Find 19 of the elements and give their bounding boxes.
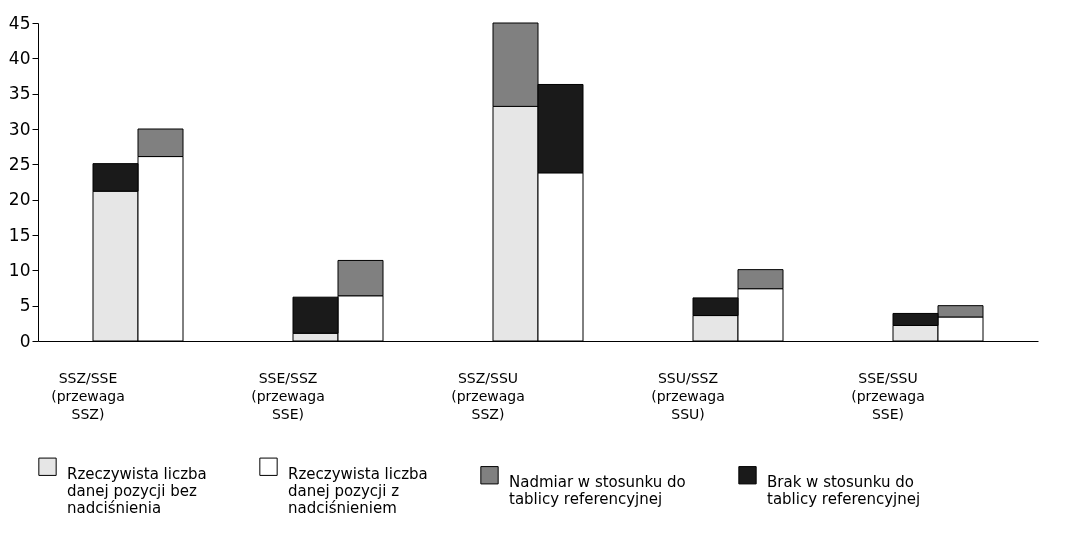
x-tick-label: SSE/SSZ (przewaga SSE) — [251, 369, 325, 422]
legend-label: Nadmiar w stosunku do tablicy referencyjnej — [509, 473, 686, 509]
y-tick-label: 5 — [19, 295, 31, 316]
y-tick-label: 30 — [8, 118, 31, 139]
legend-label: Rzeczywista liczba danej pozycji z nadciśnieniem — [288, 464, 428, 517]
x-tick-label: SSE/SSU (przewaga SSE) — [851, 369, 925, 422]
y-tick-label: 15 — [8, 224, 31, 245]
x-tick-label: SSZ/SSE (przewaga SSZ) — [51, 369, 125, 422]
x-tick-label: SSU/SSZ (przewaga SSU) — [651, 369, 725, 422]
y-tick-label: 35 — [8, 83, 31, 104]
y-tick-label: 25 — [8, 153, 31, 174]
y-tick-label: 45 — [8, 12, 31, 33]
legend-label: Rzeczywista liczba danej pozycji bez nadciśnienia — [67, 464, 207, 517]
y-tick-label: 20 — [8, 189, 31, 210]
y-tick-label: 10 — [8, 259, 31, 280]
y-tick-label: 0 — [19, 330, 31, 351]
x-tick-label: SSZ/SSU (przewaga SSZ) — [451, 369, 525, 422]
y-tick-label: 40 — [8, 47, 31, 68]
legend-label: Brak w stosunku do tablicy referencyjnej — [767, 473, 921, 509]
